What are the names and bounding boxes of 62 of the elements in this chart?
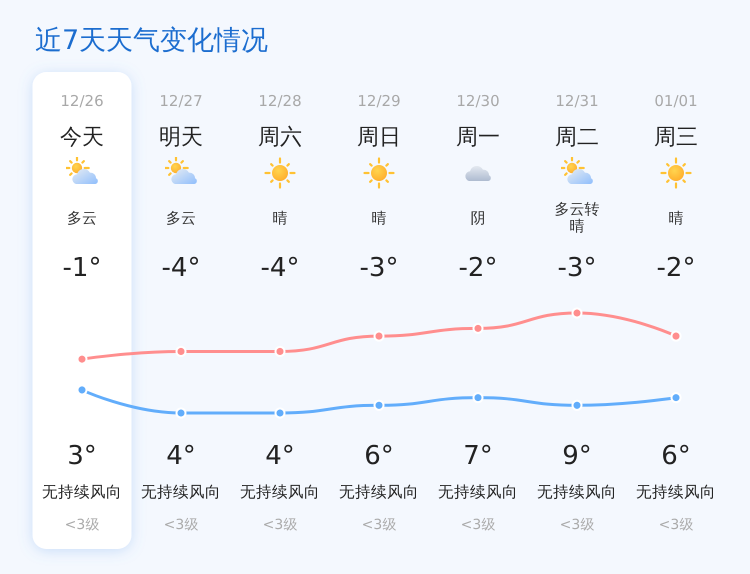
- x-tick-label: 12/26: [60, 92, 104, 110]
- point: [572, 400, 582, 411]
- data-label: 3°: [67, 441, 97, 471]
- text: 周三: [653, 124, 699, 150]
- point: [274, 408, 286, 418]
- text: 无持续风向: [140, 483, 222, 501]
- text: 周日: [356, 124, 402, 150]
- data-label: -2°: [656, 253, 696, 283]
- point: [176, 346, 186, 357]
- data-label: -4°: [260, 253, 300, 283]
- text: <3级: [262, 517, 298, 533]
- data-label: 6°: [364, 441, 394, 471]
- text: <3级: [360, 517, 398, 533]
- point: [670, 330, 682, 342]
- text: 周六: [257, 124, 303, 150]
- text: <3级: [460, 517, 496, 533]
- text: 明天: [158, 124, 204, 150]
- point: [374, 330, 384, 342]
- text: 晴: [370, 208, 388, 226]
- text: 阴: [470, 208, 486, 226]
- text: 无持续风向: [635, 483, 717, 501]
- data-label: -3°: [360, 253, 398, 283]
- text: <3级: [558, 517, 596, 533]
- x-tick-label: 12/27: [159, 92, 203, 110]
- text: 无持续风向: [239, 483, 321, 501]
- point: [274, 346, 286, 357]
- point: [472, 322, 484, 334]
- text: 晴: [668, 208, 684, 226]
- x-tick-label: 12/28: [258, 92, 302, 110]
- data-label: 6°: [661, 441, 691, 471]
- text: 无持续风向: [41, 483, 123, 501]
- data-label: -1°: [62, 253, 102, 283]
- data-label: -3°: [558, 253, 596, 283]
- point: [374, 400, 384, 411]
- text: 周二: [554, 124, 600, 150]
- text: 多云: [66, 208, 98, 226]
- text: 无持续风向: [536, 483, 618, 501]
- x-tick-label: 12/29: [357, 92, 401, 110]
- point: [176, 408, 186, 418]
- text: 今天: [59, 124, 105, 150]
- data-label: 4°: [166, 441, 196, 471]
- point: [472, 392, 484, 404]
- text: <3级: [162, 517, 200, 533]
- point: [670, 392, 682, 404]
- data-label: -2°: [458, 253, 498, 283]
- chart-title: 近7天天气变化情况: [35, 25, 268, 56]
- text: 周一: [455, 124, 501, 150]
- data-label: 4°: [265, 441, 295, 471]
- data-label: -4°: [162, 253, 200, 283]
- data-label: 7°: [463, 441, 493, 471]
- text: 多云转晴: [554, 200, 600, 235]
- text: 多云: [165, 208, 197, 226]
- x-tick-label: 12/30: [456, 92, 500, 110]
- point: [572, 308, 582, 318]
- text: 无持续风向: [338, 483, 420, 501]
- x-tick-label: 01/01: [654, 92, 698, 110]
- text: 晴: [272, 208, 288, 226]
- data-label: 9°: [562, 441, 592, 471]
- text: 无持续风向: [437, 483, 519, 501]
- x-tick-label: 12/31: [555, 92, 599, 110]
- text: <3级: [658, 517, 694, 533]
- text: <3级: [64, 517, 100, 533]
